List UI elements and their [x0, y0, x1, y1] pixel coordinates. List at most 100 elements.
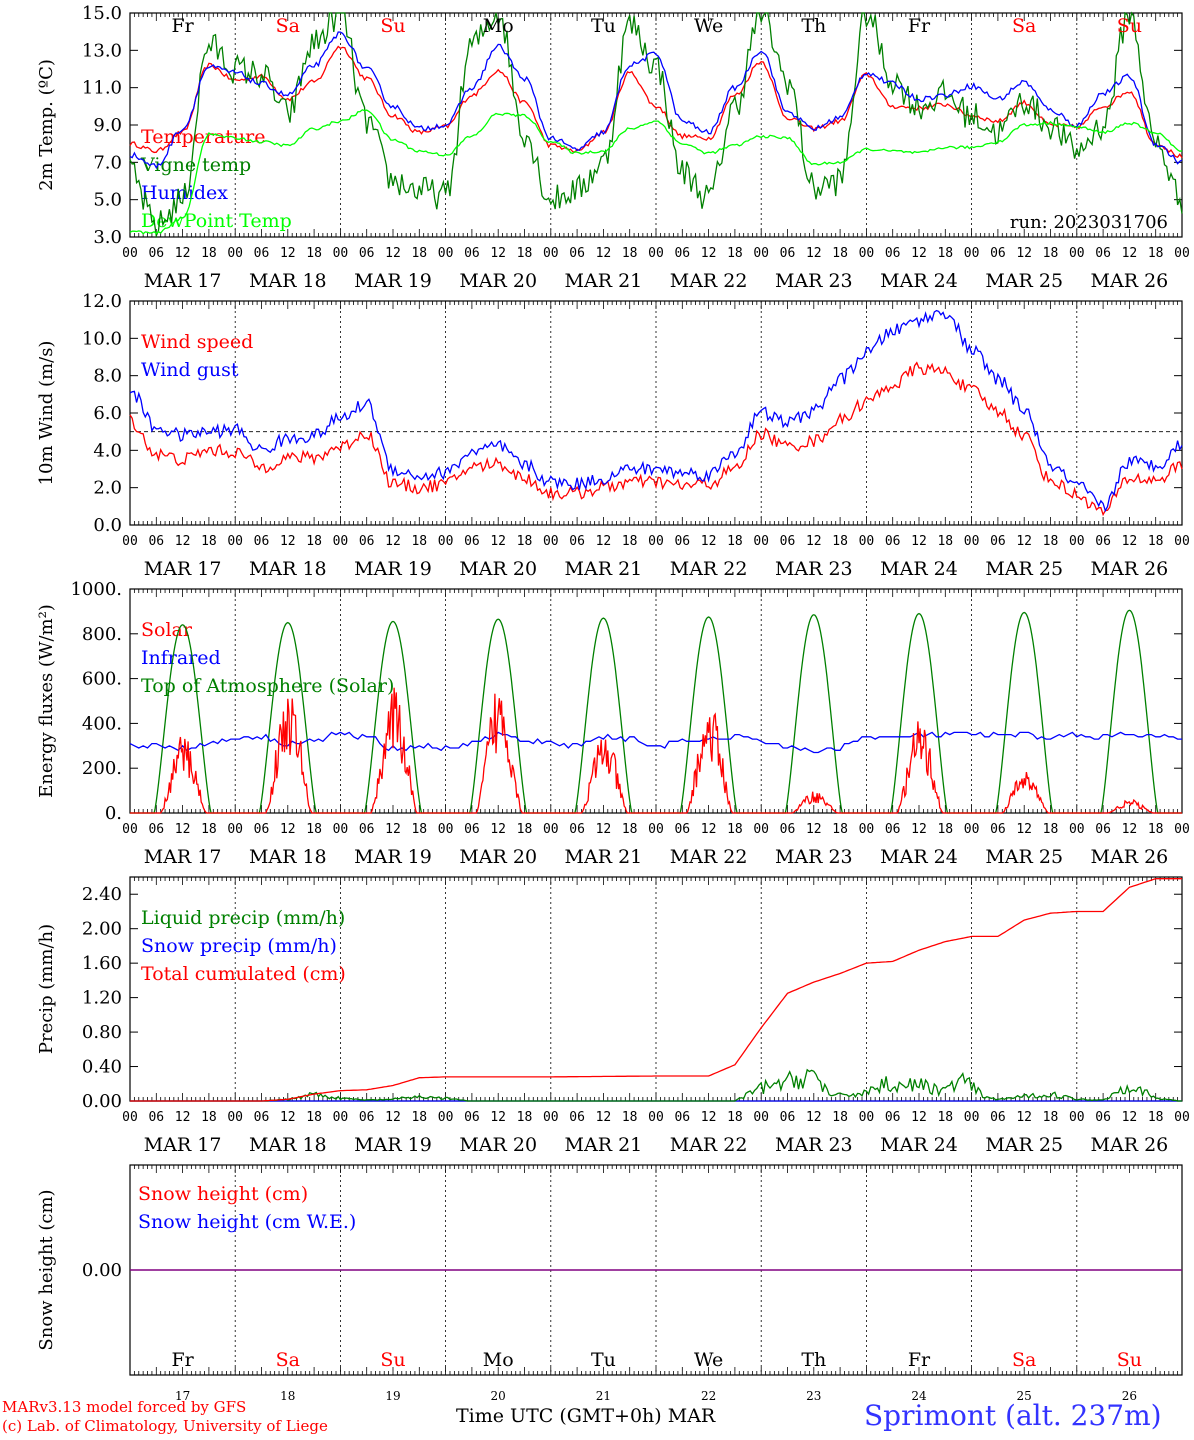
- x-hour-label: 06: [359, 1110, 375, 1125]
- series-line-solar: [130, 687, 1182, 814]
- y-tick-label: 2.40: [82, 884, 122, 905]
- x-hour-label: 00: [1174, 246, 1190, 261]
- x-hour-label: 12: [701, 1110, 717, 1125]
- x-hour-label: 18: [937, 822, 953, 837]
- x-date-label: MAR 19: [354, 1134, 432, 1156]
- x-hour-label: 18: [622, 534, 638, 549]
- x-hour-label: 00: [1069, 534, 1085, 549]
- legend-entry: Wind speed: [141, 331, 253, 353]
- x-hour-label: 00: [122, 534, 138, 549]
- x-axis-title: Time UTC (GMT+0h) MAR: [456, 1405, 715, 1427]
- x-date-label: MAR 22: [670, 558, 748, 580]
- legend-entry: Infrared: [141, 647, 221, 669]
- x-hour-label: 00: [543, 1110, 559, 1125]
- x-hour-label: 18: [517, 822, 533, 837]
- day-of-week-label: Su: [1117, 15, 1142, 37]
- x-hour-label: 00: [543, 246, 559, 261]
- x-hour-label: 00: [753, 534, 769, 549]
- y-tick-label: 0.80: [82, 1022, 122, 1043]
- legend-entry: Top of Atmosphere (Solar): [141, 675, 394, 697]
- x-date-label: MAR 20: [459, 558, 537, 580]
- y-tick-label: 10.0: [82, 328, 122, 349]
- x-hour-label: 00: [1069, 822, 1085, 837]
- x-date-label: MAR 24: [880, 558, 958, 580]
- x-hour-label: 00: [1174, 1110, 1190, 1125]
- x-hour-label: 12: [701, 246, 717, 261]
- x-date-label: MAR 21: [565, 846, 643, 868]
- x-date-label: MAR 20: [459, 1134, 537, 1156]
- x-hour-label: 18: [1148, 1110, 1164, 1125]
- x-hour-label: 12: [701, 822, 717, 837]
- station-title: Sprimont (alt. 237m): [864, 1399, 1162, 1432]
- x-hour-label: 06: [464, 246, 480, 261]
- x-date-label: MAR 17: [144, 270, 222, 292]
- y-tick-label: 15.0: [82, 3, 122, 24]
- x-hour-label: 12: [490, 1110, 506, 1125]
- x-hour-label: 00: [648, 534, 664, 549]
- x-date-label: MAR 26: [1091, 1134, 1169, 1156]
- y-tick-label: 11.0: [82, 78, 122, 99]
- x-hour-label: 06: [674, 1110, 690, 1125]
- x-date-label: MAR 23: [775, 1134, 853, 1156]
- series-line-total-cumulated: [130, 878, 1182, 1102]
- y-tick-label: 7.0: [93, 152, 122, 173]
- x-date-label: MAR 17: [144, 558, 222, 580]
- x-hour-label: 12: [280, 246, 296, 261]
- x-hour-label: 12: [280, 1110, 296, 1125]
- x-hour-label: 18: [411, 822, 427, 837]
- x-hour-label: 12: [490, 534, 506, 549]
- x-hour-label: 00: [648, 246, 664, 261]
- series-line-3: [129, 109, 1183, 235]
- series-line-2: [129, 31, 1183, 170]
- day-number-label: 25: [1017, 1389, 1032, 1403]
- x-hour-label: 12: [1122, 822, 1138, 837]
- series-line-1: [129, 309, 1183, 513]
- x-hour-label: 18: [937, 534, 953, 549]
- x-hour-label: 12: [806, 534, 822, 549]
- x-hour-label: 12: [280, 822, 296, 837]
- x-hour-label: 12: [280, 534, 296, 549]
- x-hour-label: 06: [359, 246, 375, 261]
- x-hour-label: 18: [201, 534, 217, 549]
- x-hour-label: 18: [832, 1110, 848, 1125]
- y-tick-label: 200.: [82, 758, 122, 779]
- x-date-label: MAR 24: [880, 1134, 958, 1156]
- x-date-label: MAR 21: [565, 558, 643, 580]
- x-hour-label: 00: [753, 822, 769, 837]
- day-of-week-label: We: [694, 15, 723, 37]
- x-hour-label: 18: [622, 822, 638, 837]
- x-hour-label: 00: [648, 822, 664, 837]
- x-hour-label: 06: [885, 1110, 901, 1125]
- x-hour-label: 06: [1095, 1110, 1111, 1125]
- day-number-label: 24: [911, 1389, 927, 1403]
- x-hour-label: 00: [333, 1110, 349, 1125]
- x-hour-label: 18: [832, 534, 848, 549]
- x-hour-label: 06: [780, 1110, 796, 1125]
- y-tick-label: 13.0: [82, 40, 122, 61]
- x-date-label: MAR 25: [985, 270, 1063, 292]
- y-tick-label: 0.00: [82, 1091, 122, 1112]
- x-hour-label: 12: [596, 534, 612, 549]
- series-line-1: [129, 11, 1183, 239]
- x-hour-label: 00: [964, 534, 980, 549]
- panel-2: [129, 300, 1183, 526]
- y-tick-label: 12.0: [82, 291, 122, 312]
- x-hour-label: 12: [806, 1110, 822, 1125]
- x-hour-label: 00: [964, 822, 980, 837]
- day-of-week-label: Sa: [1012, 1349, 1036, 1371]
- x-hour-label: 00: [438, 246, 454, 261]
- x-hour-label: 06: [254, 534, 270, 549]
- x-date-label: MAR 17: [144, 1134, 222, 1156]
- x-axis-title-text: Time UTC (GMT+0h): [456, 1405, 662, 1427]
- x-hour-label: 18: [306, 246, 322, 261]
- x-hour-label: 12: [1122, 246, 1138, 261]
- x-date-label: MAR 22: [670, 1134, 748, 1156]
- x-hour-label: 00: [227, 534, 243, 549]
- day-number-label: 23: [806, 1389, 821, 1403]
- x-hour-label: 06: [254, 246, 270, 261]
- x-hour-label: 12: [911, 1110, 927, 1125]
- x-date-label: MAR 18: [249, 1134, 327, 1156]
- x-hour-label: 06: [148, 246, 164, 261]
- x-hour-label: 18: [1148, 822, 1164, 837]
- x-hour-label: 18: [727, 822, 743, 837]
